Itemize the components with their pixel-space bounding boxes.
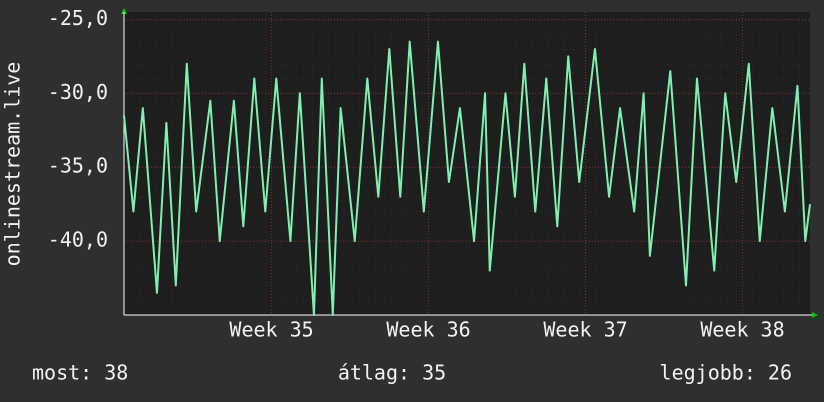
data-line: [123, 40, 811, 316]
x-tick-label: Week 37: [543, 318, 627, 342]
y-tick-label: -25,0: [48, 6, 108, 30]
x-tick-label: Week 38: [700, 318, 784, 342]
x-tick-label: Week 36: [386, 318, 470, 342]
axis-arrow: [121, 8, 127, 14]
summary-best: legjobb: 26: [660, 361, 792, 385]
y-tick-label: -30,0: [48, 80, 108, 104]
summary-current: most: 38: [32, 361, 128, 385]
axis-arrow: [812, 312, 818, 318]
y-tick-label: -40,0: [48, 228, 108, 252]
y-axis-label: onlinestream.live: [1, 62, 25, 267]
summary-average: átlag: 35: [338, 361, 446, 385]
x-tick-label: Week 35: [229, 318, 313, 342]
y-tick-label: -35,0: [48, 154, 108, 178]
